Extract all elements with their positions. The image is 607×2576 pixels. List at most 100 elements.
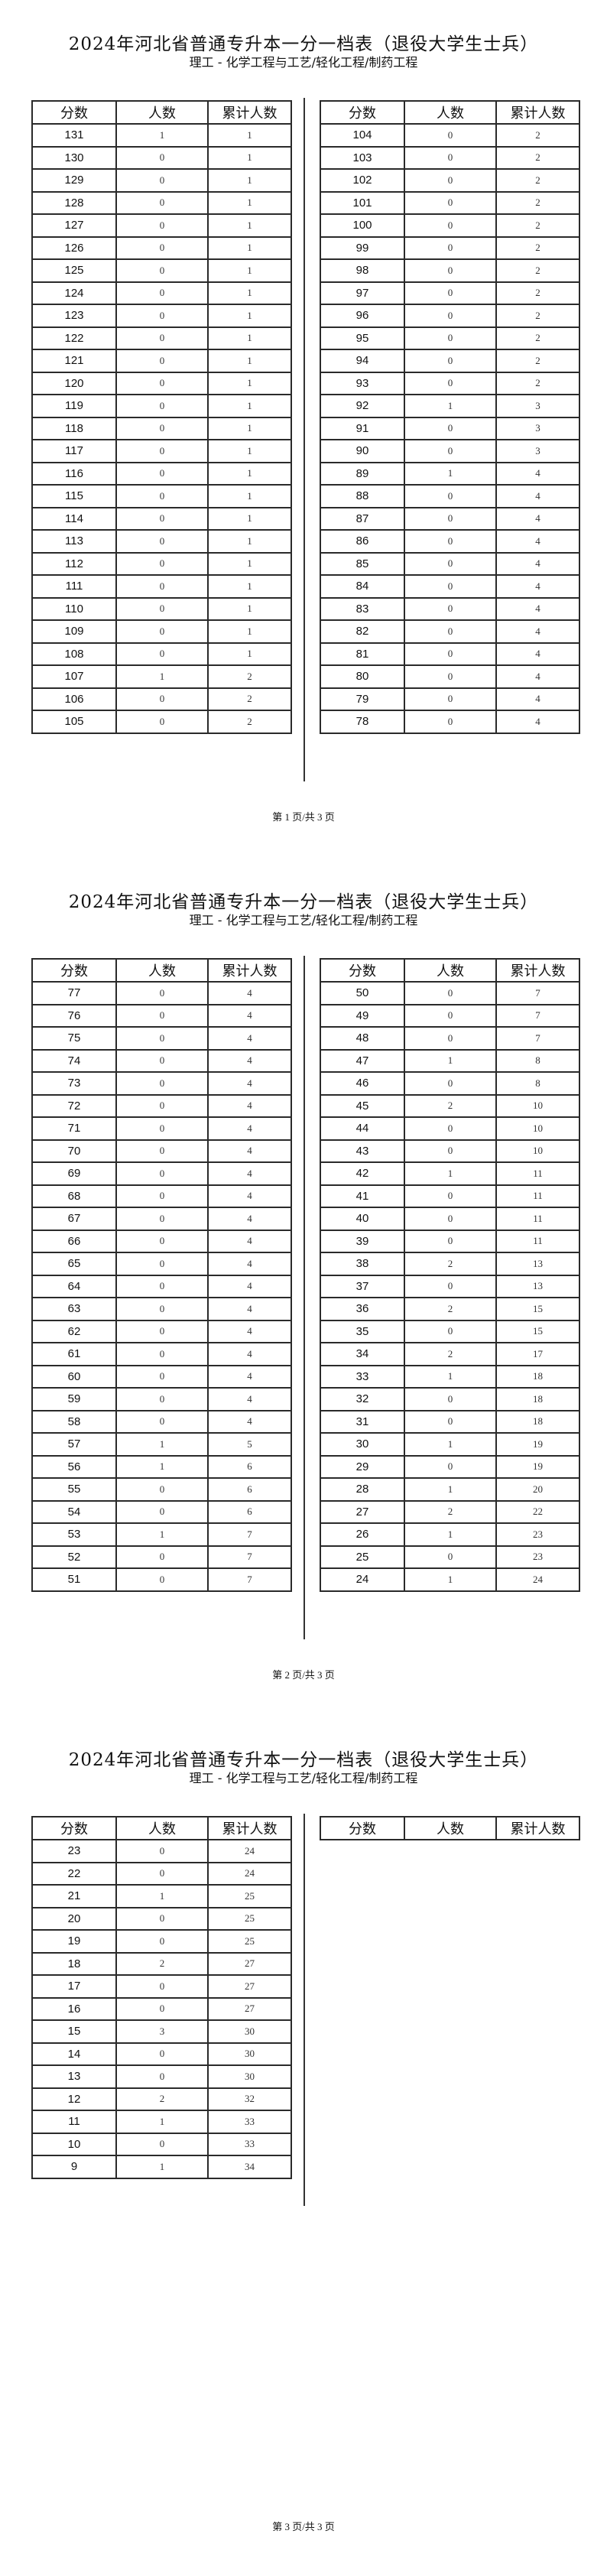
- table-row: 48 0 7: [320, 1026, 580, 1051]
- cell-count: 0: [115, 190, 209, 215]
- cell-cumulative: 20: [495, 1477, 580, 1502]
- cell-cumulative: 4: [207, 1093, 292, 1118]
- table-row: 100 0 2: [320, 213, 580, 238]
- cell-cumulative: 1: [207, 439, 292, 463]
- cell-score: 36: [320, 1297, 405, 1321]
- cell-cumulative: 19: [495, 1454, 580, 1479]
- cell-cumulative: 22: [495, 1499, 580, 1524]
- cell-cumulative: 11: [495, 1161, 580, 1186]
- cell-count: 0: [115, 1229, 209, 1253]
- cell-cumulative: 2: [495, 258, 580, 283]
- cell-cumulative: 4: [495, 461, 580, 486]
- table-row: 25 0 23: [320, 1545, 580, 1569]
- cell-count: 0: [115, 1996, 209, 2021]
- cell-count: 2: [404, 1093, 497, 1118]
- cell-cumulative: 4: [495, 484, 580, 508]
- cell-score: 74: [31, 1048, 117, 1073]
- table-row: 94 0 2: [320, 349, 580, 373]
- cell-score: 69: [31, 1161, 117, 1186]
- cell-count: 0: [115, 2132, 209, 2156]
- cell-cumulative: 4: [207, 1048, 292, 1073]
- cell-score: 87: [320, 506, 405, 531]
- cell-score: 43: [320, 1139, 405, 1163]
- table-row: 112 0 1: [31, 551, 292, 576]
- cell-cumulative: 2: [495, 349, 580, 373]
- table-row: 73 0 4: [31, 1071, 292, 1096]
- cell-cumulative: 4: [495, 574, 580, 599]
- table-row: 20 0 25: [31, 1906, 292, 1931]
- table-row: 99 0 2: [320, 236, 580, 260]
- cell-score: 61: [31, 1342, 117, 1366]
- cell-score: 108: [31, 642, 117, 666]
- cell-cumulative: 25: [207, 1906, 292, 1931]
- cell-count: 0: [115, 1071, 209, 1096]
- table-row: 66 0 4: [31, 1229, 292, 1253]
- cell-cumulative: 1: [207, 349, 292, 373]
- cell-cumulative: 1: [207, 281, 292, 305]
- cell-count: 0: [115, 1861, 209, 1886]
- column-divider: [304, 956, 305, 1639]
- table-row: 75 0 4: [31, 1026, 292, 1051]
- cell-score: 119: [31, 394, 117, 418]
- table-row: 37 0 13: [320, 1274, 580, 1298]
- cell-count: 0: [404, 1274, 497, 1298]
- cell-count: 0: [404, 1026, 497, 1051]
- cell-score: 20: [31, 1906, 117, 1931]
- page-number-footer: 第 2 页/共 3 页: [272, 1669, 335, 1681]
- cell-count: 0: [115, 145, 209, 170]
- cell-cumulative: 33: [207, 2110, 292, 2134]
- cell-score: 73: [31, 1071, 117, 1096]
- right-score-table: 分数 人数 累计人数 50 0 7 49 0 7 48 0 7 47 1 8 46 0 8 45 2 10 44 0 10 43…: [320, 958, 580, 1592]
- cell-count: 0: [115, 1342, 209, 1366]
- table-row: 109 0 1: [31, 619, 292, 644]
- cell-cumulative: 1: [207, 190, 292, 215]
- cell-score: 12: [31, 2087, 117, 2111]
- cell-count: 0: [404, 371, 497, 395]
- cell-score: 120: [31, 371, 117, 395]
- table-row: 26 1 23: [320, 1522, 580, 1547]
- cell-score: 81: [320, 642, 405, 666]
- cell-count: 0: [404, 687, 497, 711]
- table-header-row: 分数 人数 累计人数: [320, 1816, 580, 1840]
- table-row: 85 0 4: [320, 551, 580, 576]
- table-row: 61 0 4: [31, 1342, 292, 1366]
- table-row: 97 0 2: [320, 281, 580, 305]
- cell-cumulative: 4: [207, 1387, 292, 1411]
- cell-count: 1: [115, 1432, 209, 1457]
- cell-cumulative: 7: [207, 1522, 292, 1547]
- cell-count: 0: [115, 461, 209, 486]
- table-row: 90 0 3: [320, 439, 580, 463]
- cell-score: 54: [31, 1499, 117, 1524]
- cell-count: 0: [404, 123, 497, 148]
- cell-cumulative: 1: [207, 619, 292, 644]
- cell-cumulative: 1: [207, 304, 292, 328]
- cell-count: 0: [115, 1161, 209, 1186]
- cell-cumulative: 19: [495, 1432, 580, 1457]
- table-row: 64 0 4: [31, 1274, 292, 1298]
- cell-score: 92: [320, 394, 405, 418]
- cell-count: 0: [115, 1297, 209, 1321]
- cell-cumulative: 32: [207, 2087, 292, 2111]
- cell-score: 48: [320, 1026, 405, 1051]
- cell-score: 83: [320, 596, 405, 621]
- cell-score: 89: [320, 461, 405, 486]
- cell-cumulative: 7: [207, 1545, 292, 1569]
- cell-cumulative: 27: [207, 1951, 292, 1976]
- cell-count: 0: [115, 2042, 209, 2066]
- cell-score: 15: [31, 2019, 117, 2044]
- cell-count: 1: [115, 664, 209, 689]
- cell-cumulative: 4: [495, 619, 580, 644]
- column-header-cumulative: 累计人数: [495, 1816, 580, 1840]
- cell-cumulative: 4: [495, 551, 580, 576]
- cell-count: 0: [404, 1319, 497, 1343]
- cell-cumulative: 13: [495, 1252, 580, 1276]
- cell-cumulative: 18: [495, 1409, 580, 1434]
- cell-score: 110: [31, 596, 117, 621]
- cell-count: 0: [115, 1116, 209, 1141]
- cell-score: 65: [31, 1252, 117, 1276]
- cell-count: 0: [404, 642, 497, 666]
- cell-score: 122: [31, 326, 117, 350]
- cell-score: 31: [320, 1409, 405, 1434]
- table-header-row: 分数 人数 累计人数: [31, 100, 292, 125]
- cell-count: 0: [115, 1974, 209, 1999]
